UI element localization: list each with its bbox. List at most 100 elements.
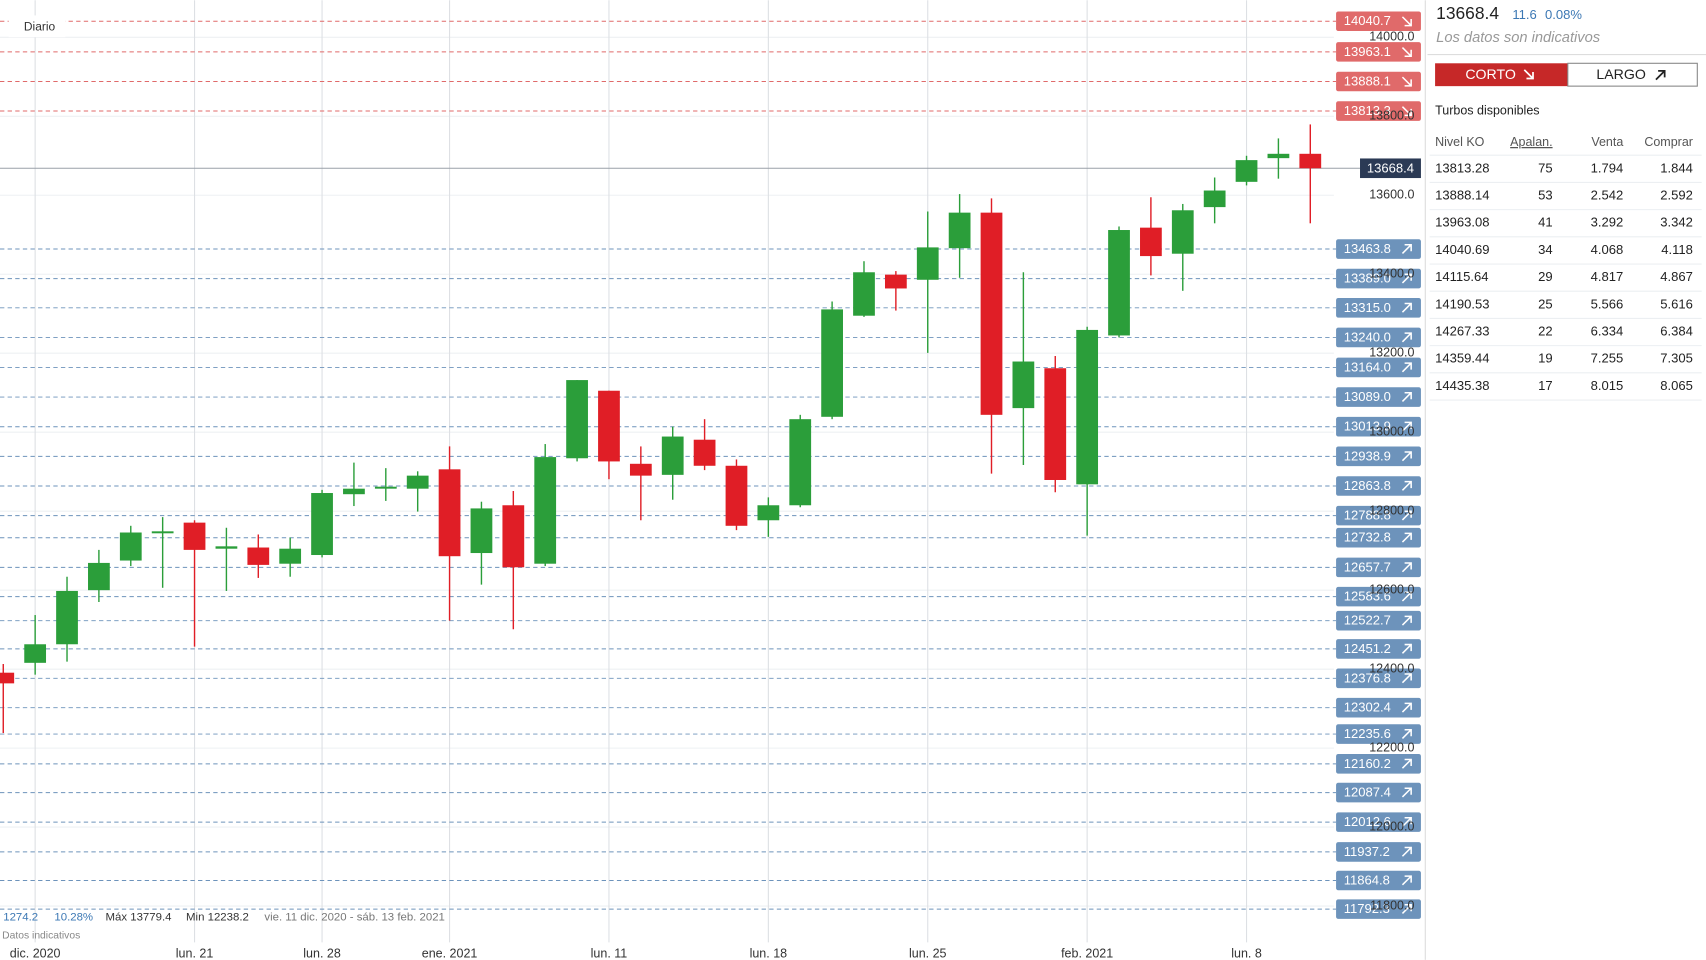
x-tick-label: dic. 2020 (10, 947, 61, 960)
stat: Min 12238.2 (186, 911, 249, 923)
candle-body (725, 465, 748, 526)
level-label: 13389.0 (1344, 271, 1391, 286)
column-header: Venta (1591, 135, 1623, 149)
level-arrow (1401, 532, 1412, 543)
candle-body (502, 505, 525, 568)
panel-title: Turbos disponibles (1435, 103, 1539, 117)
x-tick-label: lun. 11 (591, 947, 628, 960)
y-tick-label: 12600.0 (1369, 582, 1414, 596)
candle-body (821, 309, 843, 417)
short-button-label[interactable]: CORTO (1465, 66, 1516, 82)
last-price-box (1360, 158, 1421, 179)
level-arrow (1401, 562, 1412, 573)
table-cell: 14359.44 (1435, 351, 1489, 366)
table-cell: 7.255 (1591, 351, 1624, 366)
long-button-label[interactable]: LARGO (1596, 66, 1645, 82)
candle-body (789, 419, 812, 506)
level-box (1336, 11, 1421, 32)
table-cell: 14040.69 (1435, 242, 1489, 257)
table-cell: 14267.33 (1435, 323, 1489, 338)
level-box (1336, 476, 1421, 496)
level-arrow (1401, 787, 1412, 798)
column-header: Nivel KO (1435, 135, 1485, 149)
x-tick-label: ene. 2021 (422, 947, 478, 960)
level-arrow (1401, 106, 1412, 117)
table-cell: 19 (1538, 351, 1553, 366)
column-header: Apalan. (1510, 135, 1552, 149)
table-cell: 29 (1538, 269, 1553, 284)
short-button[interactable] (1435, 63, 1568, 87)
level-label: 13240.0 (1344, 329, 1391, 344)
stat: 10.28% (54, 911, 93, 923)
label-box (8, 15, 66, 38)
level-label: 12732.8 (1344, 530, 1391, 545)
table-cell: 13813.28 (1435, 160, 1489, 175)
candle-body (151, 531, 174, 534)
level-arrow (1401, 643, 1412, 654)
table-cell: 5.616 (1660, 296, 1693, 311)
level-box (1336, 639, 1421, 659)
level-arrow (1401, 332, 1412, 343)
table-cell: 14435.38 (1435, 378, 1489, 393)
candle-body (183, 522, 206, 550)
candle-body (566, 380, 588, 459)
x-tick-label: feb. 2021 (1061, 947, 1113, 960)
level-box (1336, 357, 1421, 378)
y-tick-label: 12400.0 (1369, 661, 1414, 675)
long-button[interactable] (1567, 62, 1698, 87)
level-label: 12376.8 (1344, 670, 1391, 685)
level-arrow (1401, 362, 1412, 373)
level-box (1336, 870, 1421, 891)
candle-body (470, 508, 493, 554)
stat: Máx 13779.4 (106, 911, 173, 923)
panel-note: Los datos son indicativos (1436, 30, 1601, 46)
column-header: Comprar (1644, 135, 1693, 149)
level-box (1336, 71, 1421, 92)
level-label: 13463.8 (1344, 241, 1391, 256)
plot-area: dic. 2020 lun. 21 lun. 28 ene. 2021 lun. 11 l… (0, 0, 1421, 960)
level-label: 12160.2 (1344, 756, 1391, 771)
table-cell: 3.292 (1591, 215, 1624, 230)
table-cell: 2.592 (1660, 187, 1693, 202)
candle-body (1012, 361, 1035, 409)
table-cell: 13963.08 (1435, 215, 1489, 230)
level-box (1336, 416, 1421, 437)
candle-body (215, 546, 238, 549)
level-arrow (1401, 243, 1412, 254)
candle-body (1267, 153, 1290, 159)
candle-body (406, 475, 429, 489)
level-arrow (1401, 673, 1412, 684)
level-arrow (1401, 421, 1412, 432)
x-tick-label: lun. 8 (1231, 947, 1262, 960)
table-cell: 14190.53 (1435, 296, 1489, 311)
x-tick-label: lun. 28 (303, 947, 341, 960)
candle-body (598, 390, 620, 462)
level-arrow (1401, 480, 1412, 491)
level-label: 11864.8 (1344, 872, 1390, 887)
level-box (1336, 505, 1421, 526)
panel-price: 13668.4 (1436, 3, 1499, 23)
candle-body (0, 672, 15, 684)
level-label: 12583.6 (1344, 589, 1391, 604)
y-tick-label: 13200.0 (1369, 346, 1414, 360)
table-cell: 34 (1538, 242, 1553, 257)
candle-body (88, 562, 110, 591)
level-box (1336, 754, 1421, 774)
y-tick-label: 12000.0 (1369, 819, 1414, 833)
level-label: 12863.8 (1344, 478, 1391, 493)
table-cell: 25 (1538, 296, 1553, 311)
long-arrow (1655, 70, 1666, 81)
level-arrow (1401, 302, 1412, 313)
level-label: 14040.7 (1344, 13, 1391, 28)
level-label: 11792.3 (1344, 901, 1390, 916)
candle-body (1171, 210, 1194, 254)
level-arrow (1401, 451, 1412, 462)
table-cell: 4.867 (1660, 269, 1693, 284)
level-arrow (1401, 728, 1412, 739)
table-cell: 8.015 (1591, 378, 1624, 393)
level-box (1336, 446, 1421, 467)
candle-body (1299, 153, 1322, 169)
table-cell: 2.542 (1591, 187, 1624, 202)
level-arrow (1401, 817, 1412, 828)
candle-body (24, 644, 47, 663)
